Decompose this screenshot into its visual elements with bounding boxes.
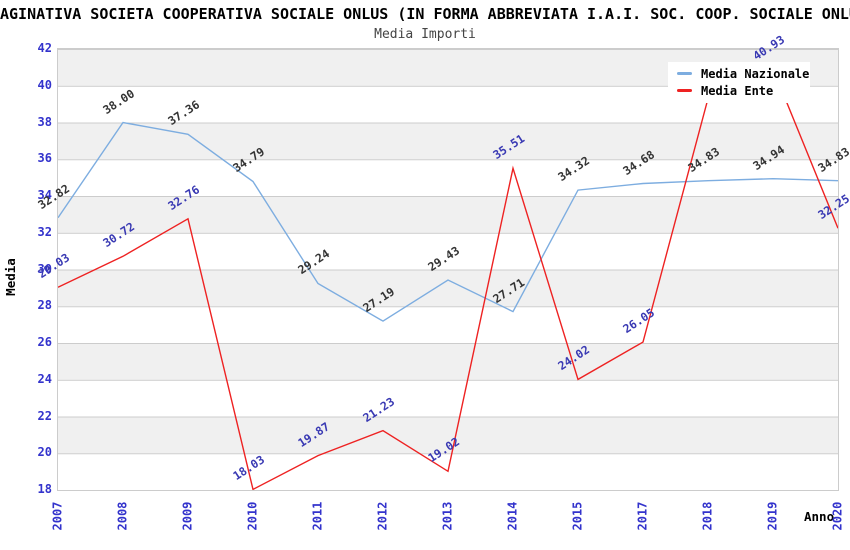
x-tick-label: 2020	[830, 501, 845, 531]
x-tick-label: 2019	[765, 501, 780, 531]
legend-item-media-nazionale: Media Nazionale	[668, 65, 810, 82]
y-tick-label: 24	[37, 371, 52, 386]
y-tick-label: 20	[37, 445, 52, 460]
x-tick-label: 2007	[50, 501, 65, 531]
y-tick-label: 22	[37, 408, 52, 423]
y-tick-label: 26	[37, 335, 52, 349]
legend: Media Nazionale Media Ente	[668, 62, 810, 103]
y-tick-label: 18	[37, 482, 52, 496]
y-tick-label: 38	[37, 114, 52, 129]
series-line-media-nazionale	[58, 121, 838, 322]
x-tick-label: 2013	[440, 501, 455, 531]
chart-title: AGINATIVA SOCIETA COOPERATIVA SOCIALE ON…	[0, 5, 850, 23]
y-tick-label: 32	[37, 224, 52, 239]
legend-item-label: Media Ente	[701, 83, 774, 98]
x-tick-label: 2015	[570, 501, 585, 531]
x-tick-label: 2012	[375, 501, 390, 531]
y-tick-label: 42	[37, 41, 52, 55]
y-tick-label: 34	[37, 188, 52, 202]
legend-swatch-icon	[677, 72, 692, 75]
legend-swatch-icon	[677, 89, 692, 92]
chart-subtitle: Media Importi	[374, 27, 476, 42]
x-tick-label: 2011	[310, 501, 325, 531]
legend-item-media-ente: Media Ente	[668, 82, 810, 99]
y-tick-label: 30	[37, 261, 52, 276]
y-tick-label: 40	[37, 77, 52, 92]
plot-area	[57, 48, 839, 491]
x-axis-title: Anno	[804, 509, 835, 524]
y-tick-label: 28	[37, 298, 52, 313]
y-axis-title: Media	[3, 258, 18, 296]
y-tick-label: 36	[37, 151, 52, 166]
x-tick-label: 2008	[115, 501, 130, 531]
legend-item-label: Media Nazionale	[701, 66, 810, 81]
x-tick-label: 2014	[505, 501, 520, 531]
chart-lines	[58, 49, 838, 490]
x-tick-label: 2018	[700, 501, 715, 531]
x-tick-label: 2010	[245, 501, 260, 531]
x-tick-label: 2017	[635, 501, 650, 531]
x-tick-label: 2009	[180, 501, 195, 531]
